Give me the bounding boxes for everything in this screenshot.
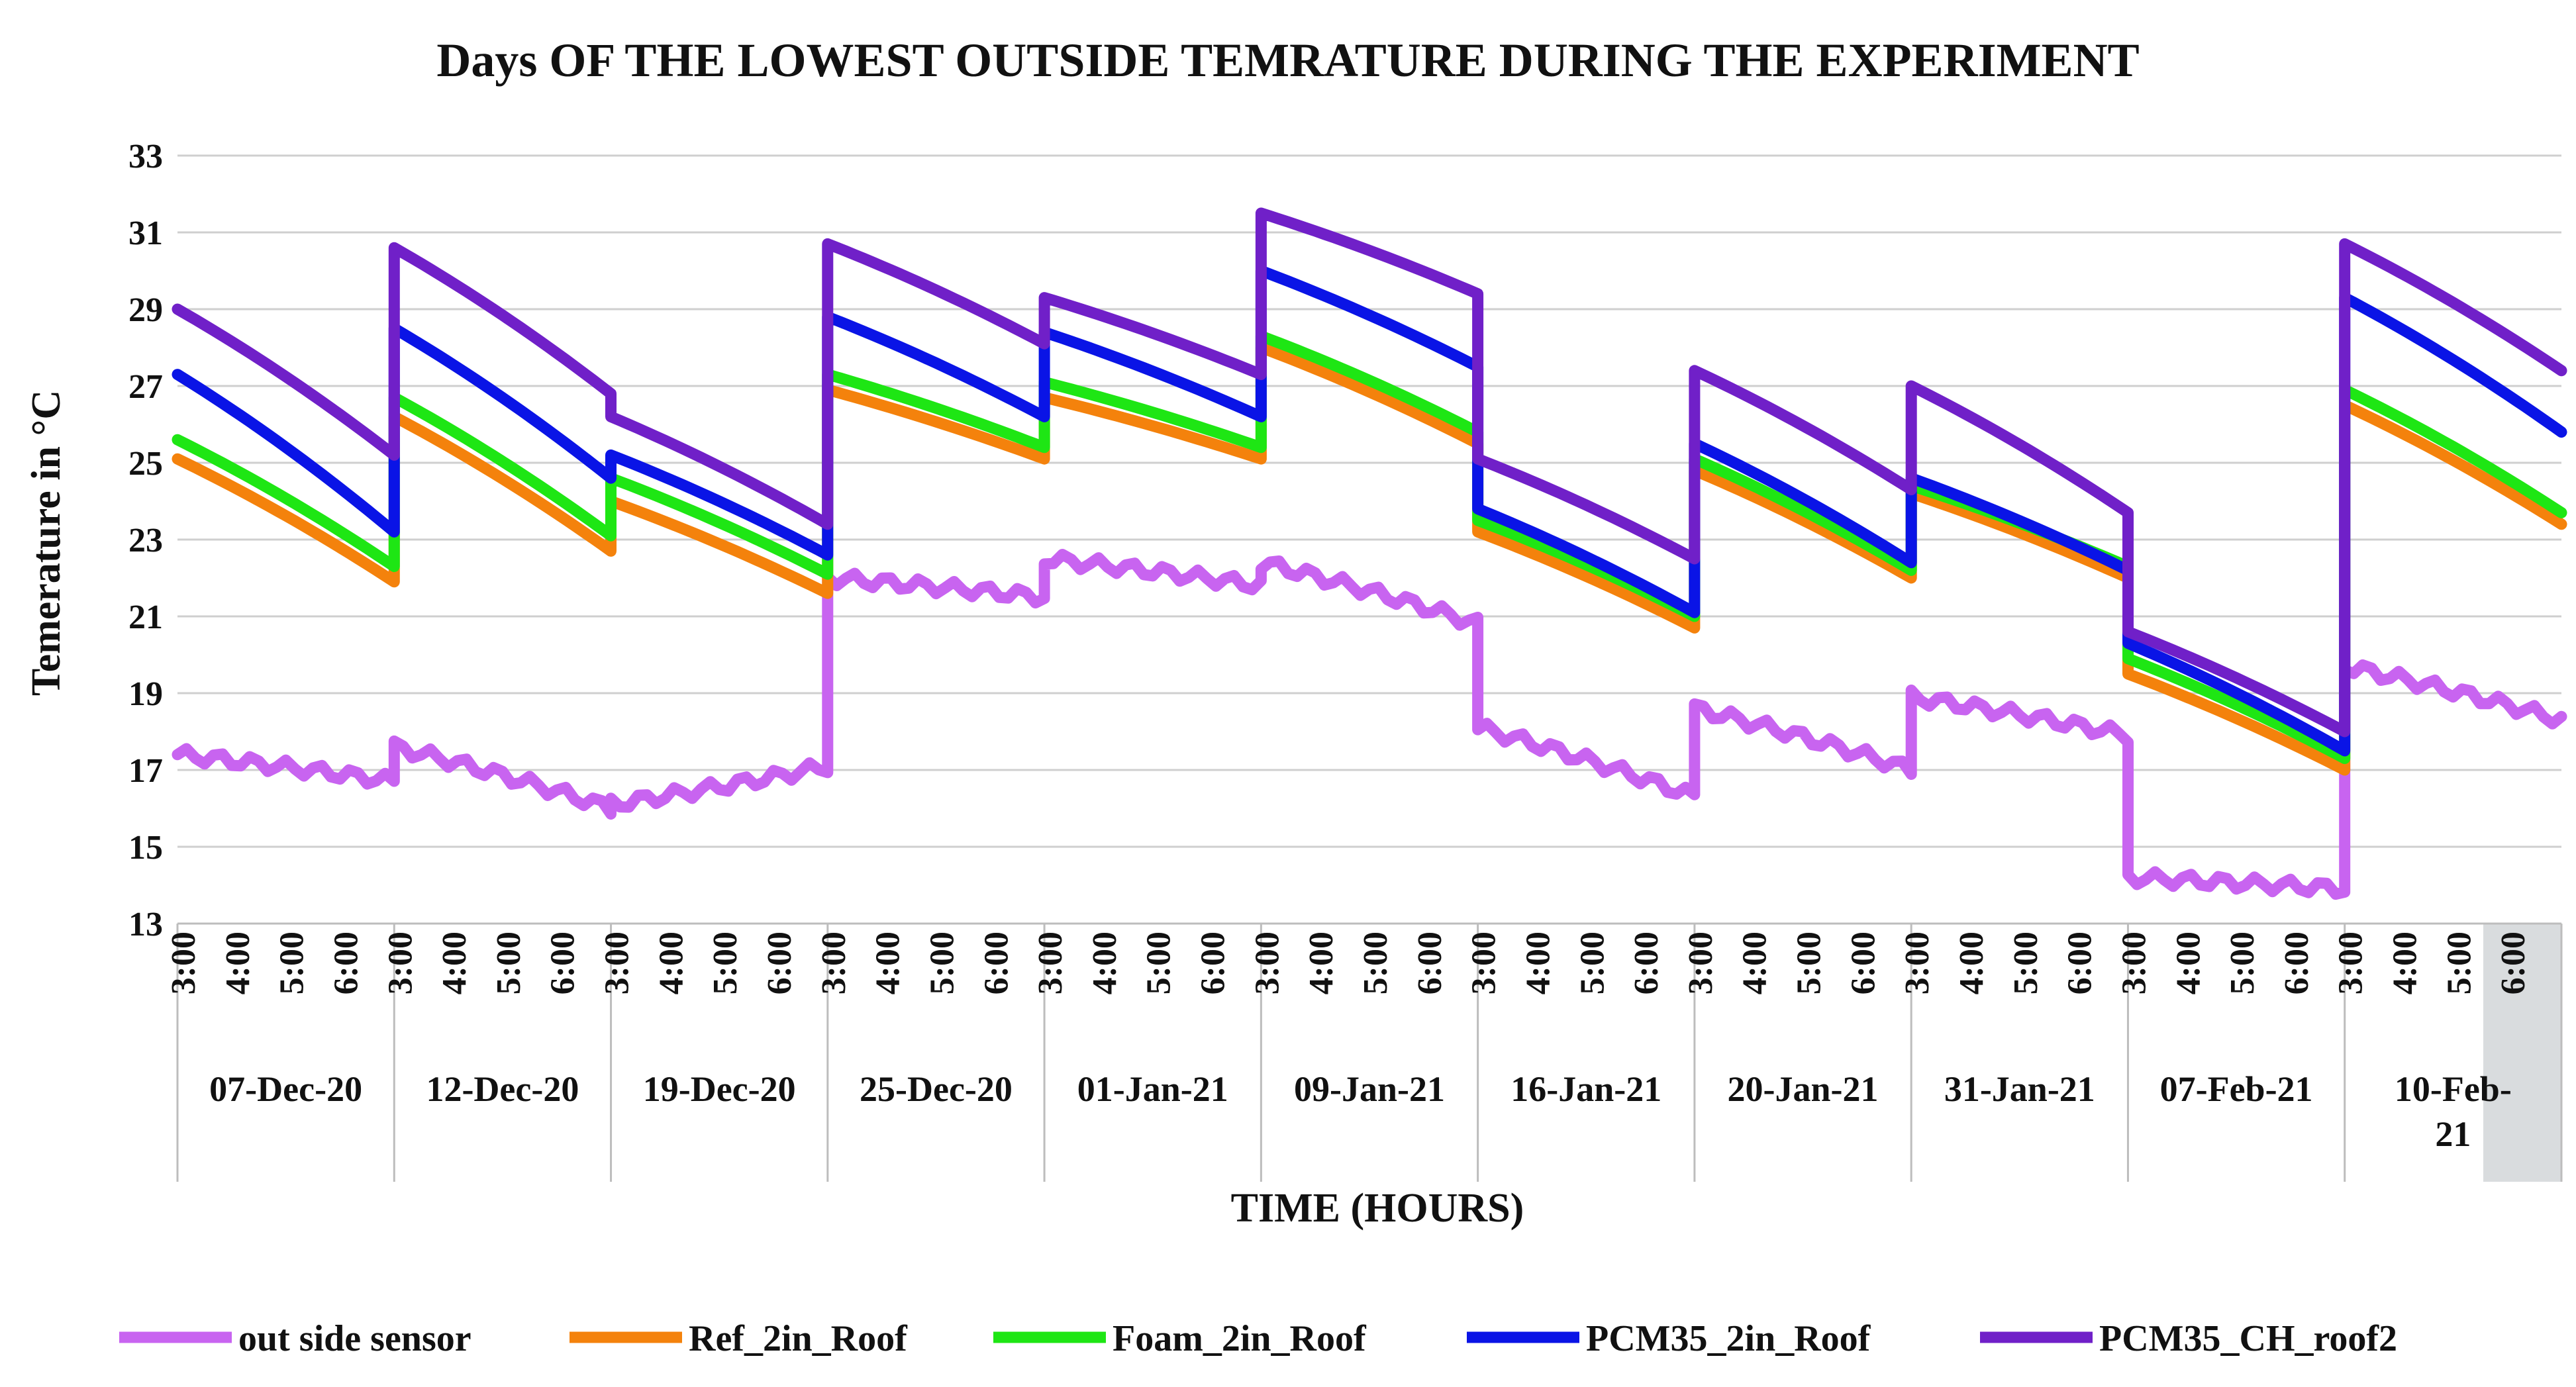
y-tick-label: 13 bbox=[128, 906, 163, 943]
legend-item: Ref_2in_Roof bbox=[570, 1318, 908, 1359]
legend-label: PCM35_2in_Roof bbox=[1586, 1318, 1871, 1359]
x-tick-label: 4:00 bbox=[1736, 932, 1774, 994]
y-tick-label: 17 bbox=[128, 752, 163, 790]
x-tick-label: 5:00 bbox=[1140, 932, 1178, 994]
x-tick-label: 6:00 bbox=[2278, 932, 2316, 994]
day-label: 01-Jan-21 bbox=[1077, 1069, 1228, 1109]
x-tick-label: 6:00 bbox=[1411, 932, 1449, 994]
x-tick-label: 6:00 bbox=[977, 932, 1015, 994]
y-tick-label: 21 bbox=[128, 598, 163, 636]
x-tick-label: 4:00 bbox=[869, 932, 907, 994]
series-line-ref-2in-roof bbox=[172, 342, 2567, 776]
legend-item: out side sensor bbox=[119, 1318, 471, 1359]
x-tick-label: 3:00 bbox=[381, 932, 419, 994]
chart-title: Days OF THE LOWEST OUTSIDE TEMRATURE DUR… bbox=[436, 34, 2139, 87]
x-axis: 3:00 4:00 5:00 6:00 07-Dec-20 3:00 4:00 5:00 6:0… bbox=[165, 922, 2563, 1182]
x-tick-label: 5:00 bbox=[273, 932, 311, 994]
x-tick-label: 5:00 bbox=[923, 932, 961, 994]
x-tick-label: 6:00 bbox=[2061, 932, 2099, 994]
x-tick-label: 5:00 bbox=[2007, 932, 2045, 994]
x-axis-label: TIME (HOURS) bbox=[1231, 1186, 1524, 1231]
day-label: 07-Dec-20 bbox=[209, 1069, 362, 1109]
x-tick-label: 4:00 bbox=[1953, 932, 1991, 994]
y-tick-label: 31 bbox=[128, 215, 163, 252]
day-label: 16-Jan-21 bbox=[1511, 1069, 1661, 1109]
x-tick-label: 5:00 bbox=[490, 932, 528, 994]
legend-item: PCM35_CH_roof2 bbox=[1980, 1318, 2397, 1359]
x-tick-label: 6:00 bbox=[1195, 932, 1232, 994]
x-tick-label: 6:00 bbox=[2495, 932, 2532, 994]
legend-item: Foam_2in_Roof bbox=[993, 1318, 1367, 1359]
x-tick-label: 5:00 bbox=[2224, 932, 2261, 994]
x-tick-label: 3:00 bbox=[1465, 932, 1503, 994]
x-tick-label: 5:00 bbox=[1573, 932, 1611, 994]
y-tick-label: 15 bbox=[128, 829, 163, 867]
x-tick-label: 3:00 bbox=[2332, 932, 2370, 994]
y-axis-label: Temerature in °C bbox=[24, 390, 69, 696]
gridlines bbox=[177, 154, 2561, 925]
x-tick-label: 3:00 bbox=[1248, 932, 1286, 994]
x-tick-label: 4:00 bbox=[219, 932, 257, 994]
day-label: 10-Feb-21 bbox=[2395, 1069, 2512, 1154]
x-tick-label: 4:00 bbox=[436, 932, 473, 994]
y-tick-label: 27 bbox=[128, 368, 163, 406]
legend-label: Foam_2in_Roof bbox=[1113, 1318, 1367, 1359]
x-tick-label: 4:00 bbox=[1519, 932, 1557, 994]
x-tick-label: 3:00 bbox=[1899, 932, 1936, 994]
series-lines bbox=[172, 207, 2567, 900]
day-label: 09-Jan-21 bbox=[1294, 1069, 1445, 1109]
day-label: 20-Jan-21 bbox=[1728, 1069, 1879, 1109]
axis-shade bbox=[2483, 924, 2561, 1182]
legend-label: PCM35_CH_roof2 bbox=[2099, 1318, 2397, 1359]
x-tick-label: 6:00 bbox=[1628, 932, 1665, 994]
x-tick-label: 4:00 bbox=[1303, 932, 1340, 994]
day-label: 19-Dec-20 bbox=[643, 1069, 796, 1109]
y-tick-label: 25 bbox=[128, 445, 163, 483]
legend-label: Ref_2in_Roof bbox=[689, 1318, 908, 1359]
x-tick-label: 3:00 bbox=[165, 932, 203, 994]
x-tick-label: 3:00 bbox=[1032, 932, 1069, 994]
y-tick-label: 29 bbox=[128, 291, 163, 329]
x-tick-label: 3:00 bbox=[2115, 932, 2153, 994]
x-tick-label: 6:00 bbox=[544, 932, 582, 994]
day-label: 12-Dec-20 bbox=[426, 1069, 579, 1109]
series-line-pcm35-ch-roof2 bbox=[172, 207, 2567, 738]
day-label: 31-Jan-21 bbox=[1944, 1069, 2095, 1109]
x-tick-label: 4:00 bbox=[652, 932, 690, 994]
x-tick-label: 6:00 bbox=[1844, 932, 1882, 994]
x-tick-label: 5:00 bbox=[1357, 932, 1395, 994]
x-tick-label: 5:00 bbox=[1791, 932, 1828, 994]
x-tick-label: 4:00 bbox=[2387, 932, 2424, 994]
legend: out side sensor Ref_2in_Roof Foam_2in_Roof… bbox=[119, 1318, 2397, 1359]
y-tick-label: 33 bbox=[128, 138, 163, 175]
y-tick-label: 23 bbox=[128, 522, 163, 559]
x-tick-label: 3:00 bbox=[815, 932, 853, 994]
x-tick-label: 6:00 bbox=[761, 932, 799, 994]
legend-label: out side sensor bbox=[238, 1318, 471, 1359]
y-axis-ticks: 13 15 17 19 21 23 25 27 29 31 33 bbox=[128, 138, 163, 943]
x-tick-label: 5:00 bbox=[2440, 932, 2478, 994]
legend-item: PCM35_2in_Roof bbox=[1467, 1318, 1871, 1359]
x-tick-label: 5:00 bbox=[707, 932, 744, 994]
y-tick-label: 19 bbox=[128, 675, 163, 713]
x-tick-label: 3:00 bbox=[1682, 932, 1720, 994]
x-tick-label: 4:00 bbox=[1086, 932, 1124, 994]
x-tick-label: 3:00 bbox=[599, 932, 636, 994]
day-label: 25-Dec-20 bbox=[860, 1069, 1013, 1109]
x-tick-label: 4:00 bbox=[2169, 932, 2207, 994]
x-tick-label: 6:00 bbox=[327, 932, 365, 994]
series-line-pcm35-2in-roof bbox=[172, 265, 2567, 757]
series-line-out-side-sensor bbox=[172, 549, 2567, 900]
day-label: 07-Feb-21 bbox=[2160, 1069, 2313, 1109]
series-line-foam-2in-roof bbox=[172, 330, 2567, 765]
